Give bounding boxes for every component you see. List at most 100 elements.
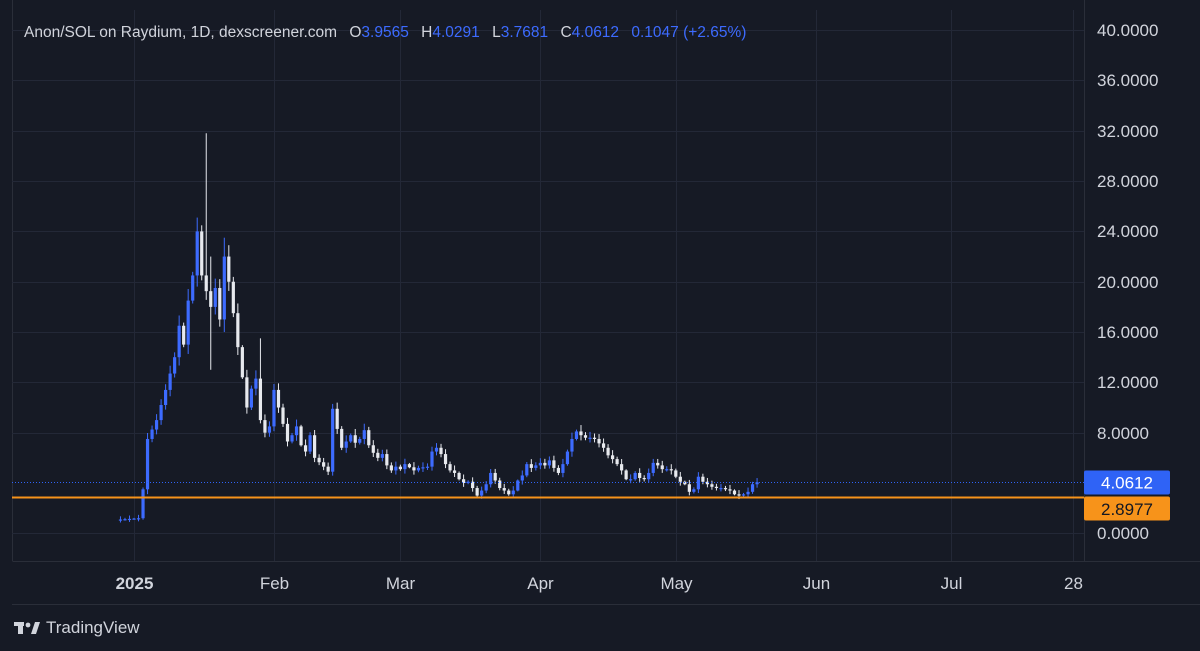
candle-body [136,518,141,520]
candle-body [331,408,335,472]
candle-body [186,300,190,345]
y-tick-label: 36.0000 [1097,71,1158,90]
candle-body [615,459,619,465]
candle-body [173,357,177,374]
candle-body [642,477,646,480]
candle-body [574,431,579,439]
x-tick-label: Feb [260,574,289,593]
candle-body [597,438,601,444]
y-tick-label: 28.0000 [1097,172,1158,191]
candle-body [276,389,281,408]
y-tick-label: 40.0000 [1097,21,1158,40]
candle-body [403,464,407,470]
candle-body [367,430,371,446]
candle-body [285,423,290,442]
y-tick-label: 32.0000 [1097,122,1158,141]
candle-body [629,479,633,481]
tradingview-logo-icon [14,620,40,636]
candle-body [647,472,651,480]
horizontal-line-label-bg [1084,496,1170,521]
candle-body [687,484,691,492]
candle-body [344,441,348,448]
candle-body [159,405,163,421]
y-tick-label: 20.0000 [1097,273,1158,292]
candle-body [480,490,484,496]
legend-low-key: L [492,24,501,41]
tradingview-branding[interactable]: TradingView [14,618,140,638]
horizontal-line-label: 2.8977 [1101,500,1153,519]
candle-body [502,488,506,491]
candle-body [394,466,398,471]
candle-body [272,389,276,427]
candle-body [118,519,123,521]
candle-body [335,408,339,429]
candle-body [412,467,416,471]
candle-body [601,443,606,448]
candle-body [696,476,700,490]
candle-body [732,490,737,495]
candle-body [132,518,136,520]
candle-body [376,452,380,458]
candle-body [213,288,217,307]
candle-body [656,462,660,466]
candle-body [322,462,326,467]
candle-body [714,486,719,489]
candle-body [430,451,434,467]
legend-high-key: H [421,24,433,41]
candle-body [227,256,231,282]
candle-body [741,494,746,496]
candle-body [592,437,597,439]
candle-body [624,470,628,480]
candle-body [719,488,723,490]
x-tick-label: 28 [1064,574,1083,593]
candle-body [439,447,443,455]
candle-body [168,373,172,390]
candle-body [195,231,199,276]
candle-body [434,447,439,452]
legend-high-value: 4.0291 [432,24,480,41]
candle-body [240,347,244,378]
y-tick-label: 12.0000 [1097,373,1158,392]
candle-body [443,454,448,465]
y-tick-label: 16.0000 [1097,323,1158,342]
candle-body [588,437,592,439]
candle-body [737,494,741,496]
candle-body [678,476,682,482]
candle-body [380,454,384,458]
legend-title: Anon/SOL on Raydium, 1D, dexscreener.com [24,24,338,41]
x-tick-label: Jun [803,574,830,593]
candle-body [340,428,344,448]
candle-body [692,489,696,492]
candle-body [498,480,502,489]
candle-body [489,472,493,485]
candle-body [236,313,240,348]
candle-body [507,490,511,495]
candle-body [313,435,317,458]
candle-body [516,480,520,491]
candle-body [416,467,421,471]
candle-body [570,438,574,452]
candle-body [471,481,475,489]
candle-body [258,378,263,421]
candle-body [326,466,330,472]
candle-body [723,488,728,490]
legend-change: 0.1047 (+2.65%) [631,24,747,41]
last-price-label: 4.0612 [1101,474,1153,493]
candle-body [317,457,321,463]
candle-body [710,484,714,487]
candle-body [231,281,235,314]
candle-body [127,518,132,521]
candle-body [308,435,312,452]
x-tick-label: May [660,574,693,593]
y-tick-label: 0.0000 [1097,524,1149,543]
candle-body [475,488,479,496]
candles [118,133,759,523]
candle-body [543,462,547,466]
candle-body [141,489,145,519]
candle-body [525,464,529,476]
candle-body [371,445,375,453]
candle-body [728,489,732,491]
candle-body [669,469,673,471]
candle-body [452,470,457,473]
